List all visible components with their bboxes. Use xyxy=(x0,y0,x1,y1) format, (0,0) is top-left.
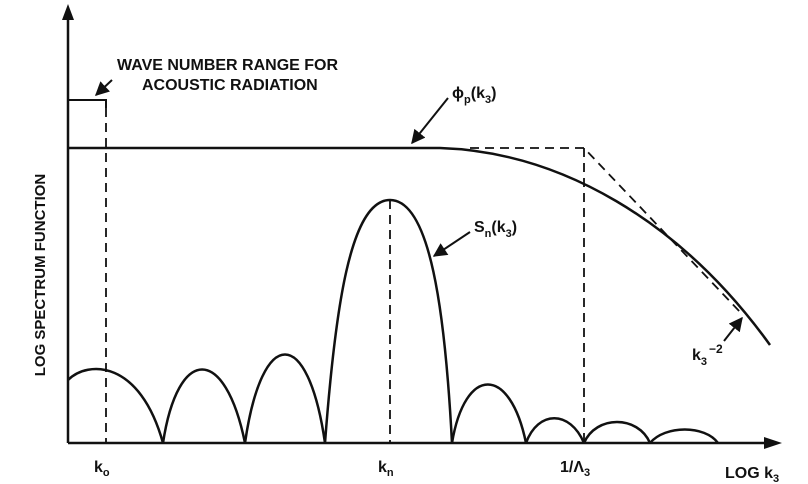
s-n-label: Sn(k3) xyxy=(474,219,517,240)
s-n-lobe-3 xyxy=(243,353,327,444)
s-n-lobe-7 xyxy=(582,420,652,444)
x-tick-kn: kn xyxy=(378,459,394,479)
x-axis-label: LOG k3 xyxy=(725,465,779,484)
slope-leader xyxy=(723,316,743,342)
phi-p-label: ϕp(k3) xyxy=(452,85,496,106)
x-tick-inv-lambda: 1/Λ3 xyxy=(560,459,590,479)
x-axis-arrow xyxy=(764,437,782,449)
acoustic-range-label-line1: WAVE NUMBER RANGE FOR xyxy=(117,57,338,74)
y-axis-arrow xyxy=(62,4,74,20)
phi-p-curve xyxy=(68,146,772,346)
y-axis-label: LOG SPECTRUM FUNCTION xyxy=(32,174,49,377)
phi-p-leader xyxy=(411,97,449,145)
s-n-main-lobe xyxy=(323,198,454,444)
acoustic-label-leader xyxy=(94,79,113,96)
slope-label: k3−2 xyxy=(692,342,723,368)
acoustic-range-box xyxy=(68,99,107,108)
s-n-lobe-1 xyxy=(67,367,165,444)
x-tick-k0: ko xyxy=(94,459,110,479)
acoustic-range-label-line2: ACOUSTIC RADIATION xyxy=(142,77,318,94)
s-n-lobe-5 xyxy=(450,383,528,444)
s-n-leader xyxy=(432,231,471,257)
s-n-lobe-2 xyxy=(161,368,247,444)
s-n-lobe-8 xyxy=(649,428,720,444)
s-n-lobe-6 xyxy=(524,417,586,444)
